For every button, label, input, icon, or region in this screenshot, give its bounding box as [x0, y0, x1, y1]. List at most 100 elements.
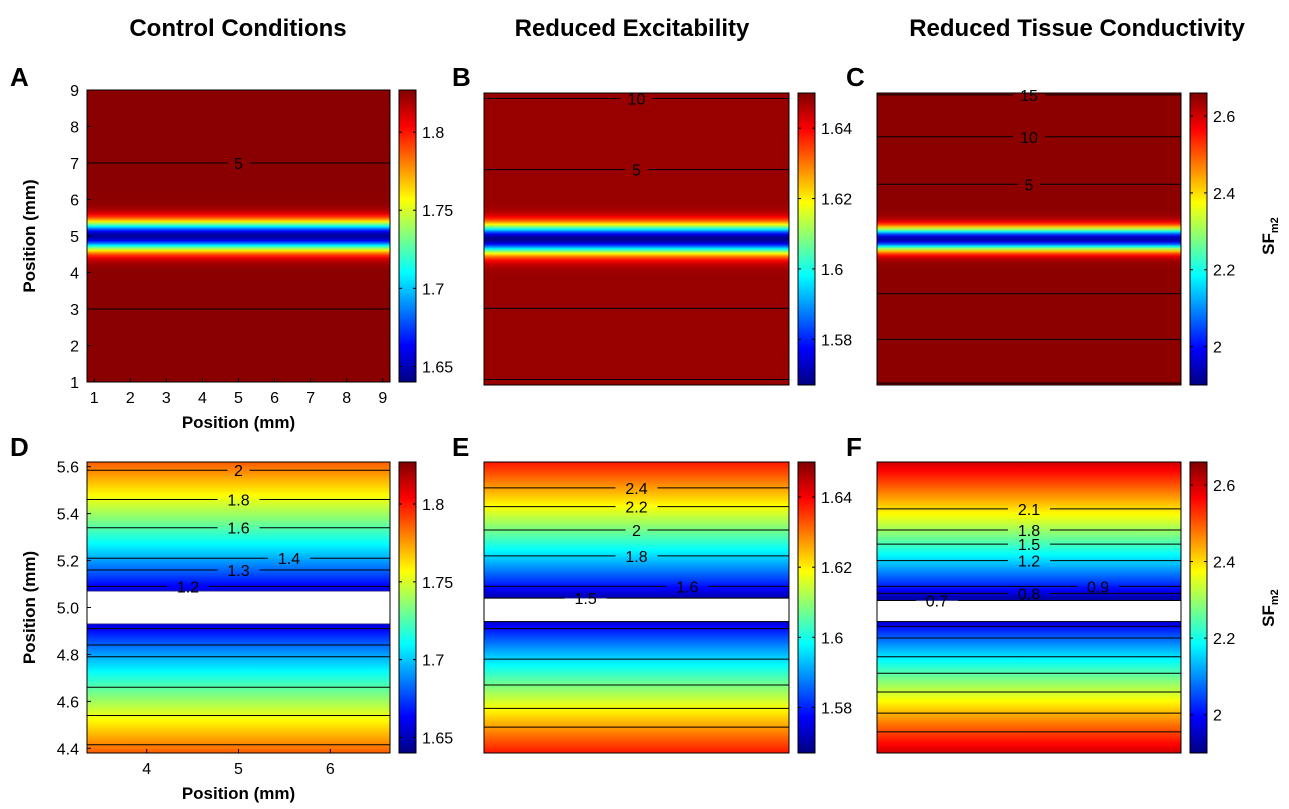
- colorbar-label-top: SFm2: [1259, 217, 1281, 255]
- panel-letter-b: B: [452, 62, 471, 92]
- contour-label: 1.3: [227, 563, 249, 580]
- contour-label: 1.4: [278, 551, 300, 568]
- panel-letter-f: F: [846, 432, 862, 462]
- colorbar-label-sub: m2: [1269, 589, 1281, 605]
- y-tick-label: 5: [70, 229, 79, 246]
- colorbar-f: 2 2.2 2.4 2.6: [1189, 461, 1235, 754]
- y-tick-label: 5.6: [57, 460, 79, 477]
- panel-letter-a: A: [10, 62, 29, 92]
- contour-label: 5: [234, 156, 243, 173]
- contour-label: 2.2: [625, 500, 647, 517]
- colorbar-tick-label: 1.64: [821, 490, 852, 507]
- y-tick-label: 5.2: [57, 554, 79, 571]
- contour-label: 5: [1025, 177, 1034, 194]
- colorbar-tick-label: 1.75: [422, 575, 453, 592]
- y-tick-label: 8: [70, 120, 79, 137]
- colorbar-scale: [1189, 461, 1208, 754]
- panel-letters: A B C D E F: [10, 62, 865, 462]
- colorbar-tick-label: 1.8: [422, 125, 444, 142]
- x-tick-label: 5: [234, 390, 243, 407]
- plot-frame: [483, 92, 790, 386]
- y-tick-label: 2: [70, 339, 79, 356]
- contour-label: 10: [628, 91, 646, 108]
- x-tick-label: 6: [270, 390, 279, 407]
- y-axis-label: Position (mm): [20, 179, 39, 292]
- x-axis-label: Position (mm): [182, 784, 295, 803]
- colorbar-b: 1.58 1.6 1.62 1.64: [797, 92, 852, 386]
- x-tick-label: 4: [142, 761, 151, 778]
- colorbar-tick-label: 1.75: [422, 203, 453, 220]
- colorbar-label-sub: m2: [1269, 217, 1281, 233]
- plot-frame: [876, 461, 1182, 754]
- colorbar-tick-label: 2: [1213, 340, 1222, 357]
- y-tick-label: 4: [70, 266, 79, 283]
- x-tick-label: 5: [234, 761, 243, 778]
- contour-label: 1.8: [625, 549, 647, 566]
- panel-a: 5 1 2 3 4 5 6 7 8 9 1 2 3 4 5 6 7 8 9 Position (mm) Position…: [20, 83, 453, 432]
- panel-letter-c: C: [846, 62, 865, 92]
- contour-label: 15: [1020, 88, 1038, 105]
- colorbar-tick-label: 1.6: [821, 630, 843, 647]
- contour-label: 0.9: [1087, 579, 1109, 596]
- x-tick-label: 2: [126, 390, 135, 407]
- y-tick-label: 5.4: [57, 507, 79, 524]
- plot-frame: [876, 92, 1182, 386]
- colorbar-label-main: SF: [1259, 605, 1278, 627]
- x-axis-label: Position (mm): [182, 413, 295, 432]
- colorbar-scale: [797, 92, 816, 386]
- contour-label: 1.8: [1018, 523, 1040, 540]
- colorbar-tick-label: 2.2: [1213, 263, 1235, 280]
- x-tick-label: 6: [326, 761, 335, 778]
- y-tick-label: 9: [70, 83, 79, 100]
- contour-label: 1.8: [227, 493, 249, 510]
- colorbar-tick-label: 2.4: [1213, 186, 1235, 203]
- column-title-control: Control Conditions: [129, 15, 346, 42]
- colorbar-tick-label: 1.62: [821, 192, 852, 209]
- contour-label: 1.2: [1018, 554, 1040, 571]
- contour-label: 2.4: [625, 481, 647, 498]
- colorbar-tick-label: 1.64: [821, 121, 852, 138]
- colorbar-d: 1.65 1.7 1.75 1.8: [398, 461, 453, 754]
- contour-label: 5: [632, 163, 641, 180]
- clipped-region: [86, 590, 391, 625]
- plot-frame: [483, 461, 790, 754]
- panel-b: 10 5 1.58 1.6 1.62 1.64: [483, 91, 852, 386]
- colorbar-scale: [1189, 92, 1208, 386]
- colorbar-label-bottom: SFm2: [1259, 589, 1281, 627]
- column-title-reduced-excitability: Reduced Excitability: [515, 15, 750, 42]
- colorbar-tick-label: 1.65: [422, 359, 453, 376]
- contour-label: 2: [632, 523, 641, 540]
- heatmap-b: [484, 93, 789, 385]
- heatmap-c: [877, 93, 1181, 385]
- colorbar-tick-label: 1.58: [821, 332, 852, 349]
- panels: 5 1 2 3 4 5 6 7 8 9 1 2 3 4 5 6 7 8 9 Position (mm) Position…: [20, 83, 1235, 803]
- colorbar-label-main: SF: [1259, 233, 1278, 255]
- y-tick-label: 7: [70, 156, 79, 173]
- contour-label: 1.6: [227, 521, 249, 538]
- panel-f: 2.1 1.81.51.2 0.9 0.8 0.7 2 2.2 2.4 2.6: [876, 461, 1235, 754]
- colorbar-tick-label: 1.6: [821, 262, 843, 279]
- colorbar-scale: [398, 89, 417, 383]
- y-tick-label: 4.8: [57, 647, 79, 664]
- colorbar-tick-label: 2.4: [1213, 555, 1235, 572]
- colorbar-scale: [398, 461, 417, 754]
- x-tick-label: 1: [90, 390, 99, 407]
- x-tick-label: 9: [378, 390, 387, 407]
- heatmap-a: [87, 90, 390, 382]
- colorbar-tick-label: 1.7: [422, 653, 444, 670]
- y-tick-label: 1: [70, 375, 79, 392]
- panel-e: 2.4 2.2 2 1.8 1.6 1.5 1.58 1.6 1.62 1.64: [483, 461, 852, 754]
- contour-label: 0.7: [926, 593, 948, 610]
- panel-d: 2 1.8 1.6 1.4 1.3 1.2 4 5 6 4.4 4.6 4.8 5.0 5.2 5.4 5.6…: [20, 460, 453, 803]
- panel-letter-d: D: [10, 432, 29, 462]
- colorbar-tick-label: 2.6: [1213, 109, 1235, 126]
- colorbar-tick-label: 2.2: [1213, 631, 1235, 648]
- contour-label: 2.1: [1018, 502, 1040, 519]
- contour-label: 1.2: [177, 579, 199, 596]
- y-tick-label: 4.4: [57, 741, 79, 758]
- contour-label: 1.6: [676, 579, 698, 596]
- colorbar-e: 1.58 1.6 1.62 1.64: [797, 461, 852, 754]
- colorbar-tick-label: 1.58: [821, 700, 852, 717]
- colorbar-tick-label: 1.8: [422, 497, 444, 514]
